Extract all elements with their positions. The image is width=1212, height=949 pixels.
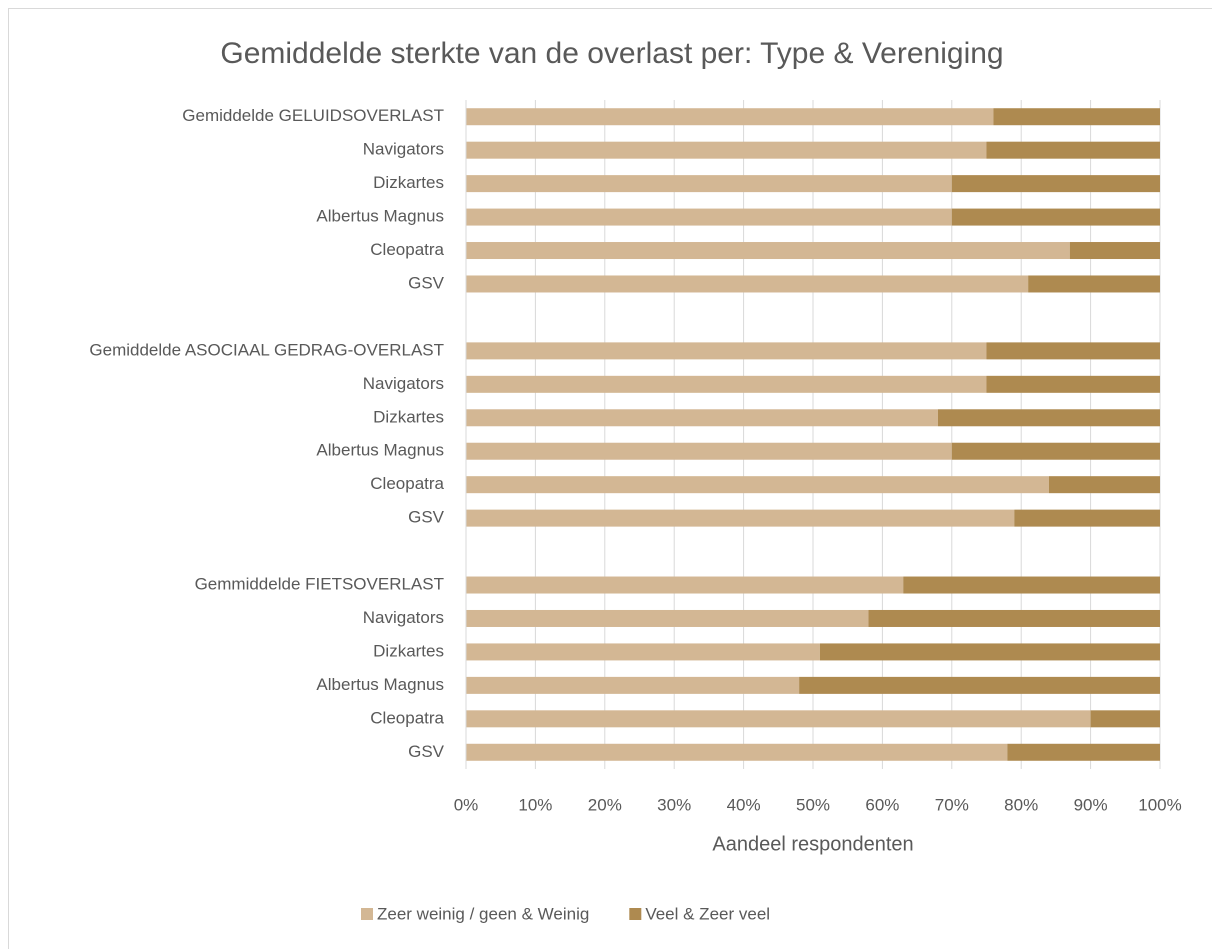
y-tick-label: Cleopatra (370, 708, 444, 727)
y-tick-label: Albertus Magnus (316, 675, 444, 694)
x-tick-label: 80% (1004, 795, 1038, 814)
y-tick-label: Cleopatra (370, 474, 444, 493)
y-tick-label: Dizkartes (373, 173, 444, 192)
bar (466, 743, 1008, 761)
x-tick-label: 10% (518, 795, 552, 814)
y-tick-label: Gemmiddelde FIETSOVERLAST (195, 575, 444, 594)
bar (466, 275, 1029, 293)
bar (993, 108, 1160, 126)
x-tick-label: 100% (1138, 795, 1181, 814)
y-tick-label: GSV (408, 508, 445, 527)
x-tick-label: 30% (657, 795, 691, 814)
x-tick-label: 0% (454, 795, 479, 814)
y-tick-label: GSV (408, 273, 445, 292)
y-tick-label: Navigators (363, 140, 444, 159)
bar (951, 442, 1160, 460)
bar (466, 342, 987, 360)
legend-swatch (629, 908, 642, 920)
bar (1028, 275, 1160, 293)
bar (466, 476, 1049, 494)
bar (466, 242, 1070, 260)
y-tick-label: GSV (408, 742, 445, 761)
bar (466, 175, 952, 193)
legend-label: Zeer weinig / geen & Weinig (377, 904, 589, 923)
bar (1069, 242, 1160, 260)
x-tick-label: 20% (588, 795, 622, 814)
y-tick-label: Navigators (363, 608, 444, 627)
bar (466, 576, 904, 594)
y-tick-label: Navigators (363, 374, 444, 393)
bar (466, 609, 869, 627)
bar (951, 208, 1160, 226)
bar (937, 409, 1160, 427)
bar (1014, 509, 1160, 527)
y-tick-label: Gemiddelde ASOCIAAL GEDRAG-OVERLAST (89, 340, 444, 359)
x-tick-label: 50% (796, 795, 830, 814)
bar (951, 175, 1160, 193)
bar (986, 342, 1160, 360)
bar (868, 609, 1160, 627)
y-tick-label: Albertus Magnus (316, 207, 444, 226)
y-tick-label: Dizkartes (373, 641, 444, 660)
bar (903, 576, 1160, 594)
bar (466, 509, 1015, 527)
chart-title: Gemiddelde sterkte van de overlast per: … (220, 37, 1003, 70)
bar (819, 643, 1160, 661)
bar (466, 375, 987, 393)
bar (466, 442, 952, 460)
x-tick-label: 60% (865, 795, 899, 814)
x-tick-label: 90% (1074, 795, 1108, 814)
x-tick-label: 40% (727, 795, 761, 814)
bar (466, 409, 938, 427)
bar (466, 208, 952, 226)
bar (1048, 476, 1160, 494)
bar (466, 141, 987, 159)
x-axis-label: Aandeel respondenten (712, 833, 913, 855)
bar (1007, 743, 1160, 761)
legend-label: Veel & Zeer veel (645, 904, 770, 923)
bar (466, 108, 994, 126)
bar (799, 676, 1160, 694)
bar (1090, 710, 1160, 728)
legend-swatch (361, 908, 373, 920)
bar (466, 676, 800, 694)
bar (466, 710, 1091, 728)
x-tick-label: 70% (935, 795, 969, 814)
y-tick-label: Cleopatra (370, 240, 444, 259)
y-tick-label: Gemiddelde GELUIDSOVERLAST (182, 106, 444, 125)
bar (986, 375, 1160, 393)
y-tick-label: Albertus Magnus (316, 441, 444, 460)
bar (986, 141, 1160, 159)
bar (466, 643, 820, 661)
y-tick-label: Dizkartes (373, 407, 444, 426)
